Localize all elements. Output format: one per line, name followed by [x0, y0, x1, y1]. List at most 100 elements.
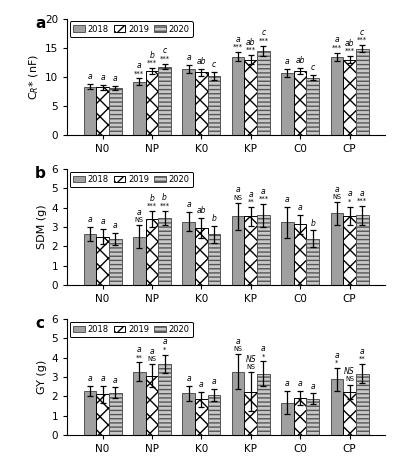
Text: b: b [150, 194, 154, 203]
Text: a: a [150, 347, 154, 356]
Bar [96, 394, 109, 435]
Bar [84, 87, 96, 135]
Bar [294, 225, 306, 285]
Bar [244, 60, 257, 135]
Text: a: a [334, 185, 339, 194]
Text: ***: *** [147, 203, 157, 209]
Text: b: b [212, 214, 216, 223]
Text: b: b [162, 193, 167, 202]
Bar [208, 234, 220, 285]
Bar [306, 239, 319, 285]
Text: *: * [163, 347, 166, 353]
Text: a: a [137, 61, 142, 70]
Bar [96, 87, 109, 135]
Text: a: a [285, 57, 290, 66]
Bar [109, 88, 122, 135]
Text: ab: ab [246, 38, 256, 47]
Text: a: a [236, 35, 240, 44]
Bar [133, 371, 146, 435]
Text: a: a [310, 382, 315, 391]
Bar [96, 237, 109, 285]
Text: a: a [113, 376, 118, 385]
Text: ab: ab [345, 38, 354, 48]
Bar [306, 77, 319, 135]
Text: a: a [199, 380, 204, 389]
Text: a: a [261, 187, 266, 196]
Text: ***: *** [344, 48, 354, 54]
Bar [330, 57, 343, 135]
Text: a: a [137, 345, 142, 354]
Bar [232, 371, 244, 435]
Bar [330, 379, 343, 435]
Text: a: a [334, 351, 339, 360]
Bar [146, 376, 158, 435]
Bar [257, 51, 270, 135]
Legend: 2018, 2019, 2020: 2018, 2019, 2020 [70, 322, 193, 337]
Text: a: a [137, 208, 142, 217]
Bar [158, 67, 171, 135]
Bar [294, 71, 306, 135]
Text: c: c [360, 28, 364, 37]
Text: a: a [100, 218, 105, 227]
Text: a: a [88, 374, 92, 383]
Text: a: a [113, 74, 118, 83]
Bar [257, 215, 270, 285]
Bar [343, 392, 356, 435]
Text: *: * [348, 198, 351, 204]
Bar [232, 57, 244, 135]
Text: c: c [311, 63, 315, 72]
Text: a: a [347, 189, 352, 198]
Text: ***: *** [160, 55, 170, 61]
Text: ab: ab [295, 56, 305, 65]
Bar [208, 76, 220, 135]
Bar [182, 69, 195, 135]
Y-axis label: SDM (g): SDM (g) [37, 204, 47, 250]
Text: NS: NS [246, 364, 255, 370]
Text: a: a [334, 35, 339, 44]
Text: ***: *** [134, 70, 144, 76]
Text: ***: *** [233, 44, 243, 50]
Text: c: c [212, 61, 216, 69]
Bar [330, 213, 343, 285]
Bar [281, 402, 294, 435]
Bar [232, 216, 244, 285]
Text: a: a [285, 195, 290, 204]
Text: a: a [100, 374, 105, 383]
Text: a: a [236, 185, 240, 194]
Text: a: a [212, 377, 216, 386]
Text: ***: *** [357, 198, 367, 204]
Y-axis label: C$_{R}$* (nF): C$_{R}$* (nF) [27, 54, 41, 100]
Text: **: ** [136, 354, 143, 360]
Text: ab: ab [196, 57, 206, 66]
Bar [294, 398, 306, 435]
Bar [133, 237, 146, 285]
Text: ***: *** [160, 203, 170, 209]
Text: a: a [100, 73, 105, 82]
Legend: 2018, 2019, 2020: 2018, 2019, 2020 [70, 172, 193, 187]
Text: **: ** [359, 356, 366, 362]
Text: NS: NS [345, 377, 354, 383]
Text: a: a [186, 200, 191, 209]
Bar [208, 395, 220, 435]
Text: a: a [88, 215, 92, 224]
Text: a: a [248, 189, 253, 199]
Text: a: a [261, 344, 266, 353]
Bar [356, 373, 368, 435]
Bar [109, 393, 122, 435]
Bar [306, 399, 319, 435]
Text: NS: NS [234, 195, 242, 201]
Text: NS: NS [148, 356, 156, 363]
Bar [84, 391, 96, 435]
Bar [146, 219, 158, 285]
Bar [195, 400, 208, 435]
Text: a: a [88, 72, 92, 81]
Bar [182, 393, 195, 435]
Text: NS: NS [332, 194, 341, 200]
Text: *: * [335, 360, 338, 366]
Bar [133, 82, 146, 135]
Text: ***: *** [246, 47, 256, 53]
Bar [244, 216, 257, 285]
Bar [195, 72, 208, 135]
Bar [281, 222, 294, 285]
Text: ***: *** [258, 196, 268, 202]
